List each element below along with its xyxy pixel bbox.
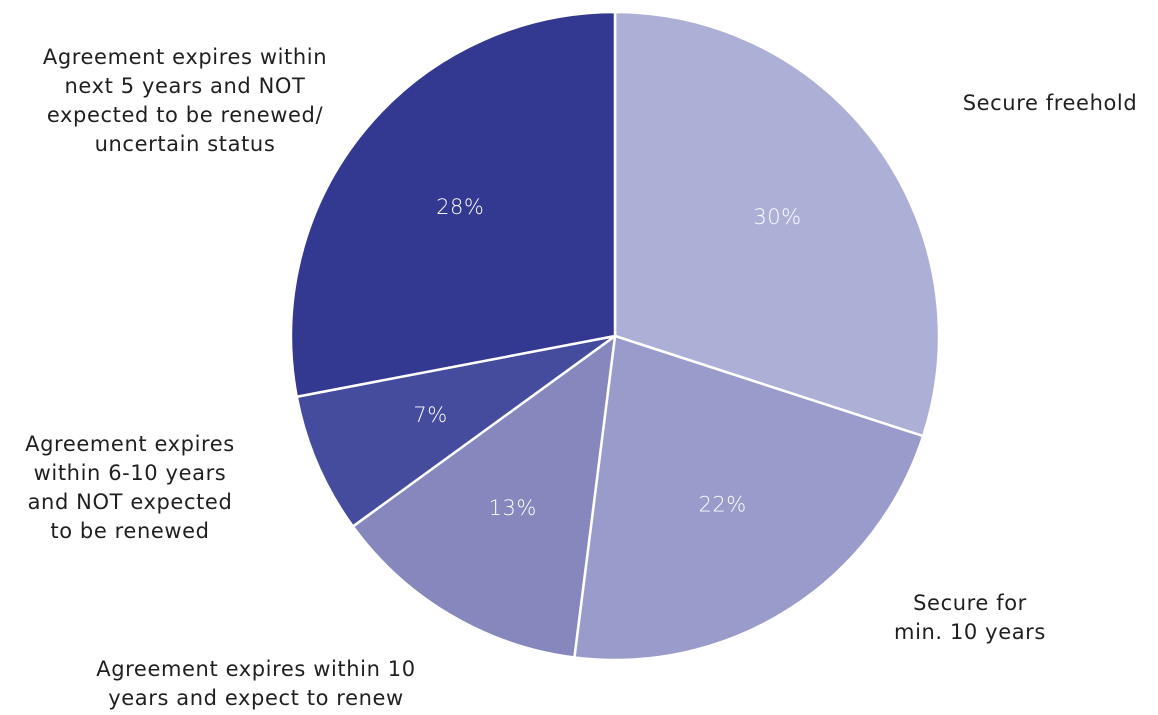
category-label-agreement-expires-within-10-years-and-expect-to-renew: Agreement expires within 10 years and exp… bbox=[96, 657, 415, 710]
category-label-line: min. 10 years bbox=[894, 620, 1046, 644]
category-label-line: to be renewed bbox=[50, 519, 209, 543]
category-label-agreement-expires-within-6-10-years-and-not-expected-to-be-renewed: Agreement expires within 6-10 years and NO… bbox=[25, 432, 235, 543]
data-label-agreement-expires-within-next-5-years-and-not-expected-to-be-renewed-uncertain-status: 28% bbox=[436, 195, 484, 219]
pie-slice-agreement-expires-within-10-years-and-expect-to-renew bbox=[351, 334, 617, 659]
category-label-line: within 6-10 years bbox=[34, 461, 227, 485]
data-label-agreement-expires-within-10-years-and-expect-to-renew: 13% bbox=[489, 496, 537, 520]
category-label-line: expected to be renewed/ bbox=[47, 103, 324, 127]
pie-slice-agreement-expires-within-next-5-years-and-not-expected-to-be-renewed-uncertain-status bbox=[289, 10, 617, 398]
pie-slice-agreement-expires-within-6-10-years-and-not-expected-to-be-renewed bbox=[295, 334, 617, 528]
category-label-line: years and expect to renew bbox=[108, 686, 404, 710]
category-label-line: uncertain status bbox=[95, 132, 276, 156]
pie-slice-secure-for-min-10-years bbox=[573, 334, 925, 662]
category-label-line: Agreement expires bbox=[25, 432, 235, 456]
category-label-line: Agreement expires within 10 bbox=[96, 657, 415, 681]
category-label-line: next 5 years and NOT bbox=[65, 74, 306, 98]
data-label-secure-for-min-10-years: 22% bbox=[699, 493, 747, 517]
category-label-line: Secure freehold bbox=[963, 91, 1138, 115]
category-label-secure-freehold: Secure freehold bbox=[963, 91, 1138, 115]
pie-category-labels: Secure freehold Secure for min. 10 years Ag… bbox=[25, 45, 1137, 710]
pie-data-labels: 30% 22% 13% 7% 28% bbox=[413, 195, 801, 520]
pie-slices bbox=[289, 10, 941, 662]
category-label-secure-for-min-10-years: Secure for min. 10 years bbox=[894, 591, 1046, 644]
category-label-line: Secure for bbox=[913, 591, 1027, 615]
category-label-agreement-expires-within-next-5-years-and-not-expected-to-be-renewed-uncertain-status: Agreement expires within next 5 years and… bbox=[43, 45, 327, 156]
category-label-line: and NOT expected bbox=[28, 490, 233, 514]
category-label-line: Agreement expires within bbox=[43, 45, 327, 69]
pie-slice-secure-freehold bbox=[613, 10, 941, 438]
data-label-agreement-expires-within-6-10-years-and-not-expected-to-be-renewed: 7% bbox=[413, 403, 447, 427]
data-label-secure-freehold: 30% bbox=[753, 205, 801, 229]
